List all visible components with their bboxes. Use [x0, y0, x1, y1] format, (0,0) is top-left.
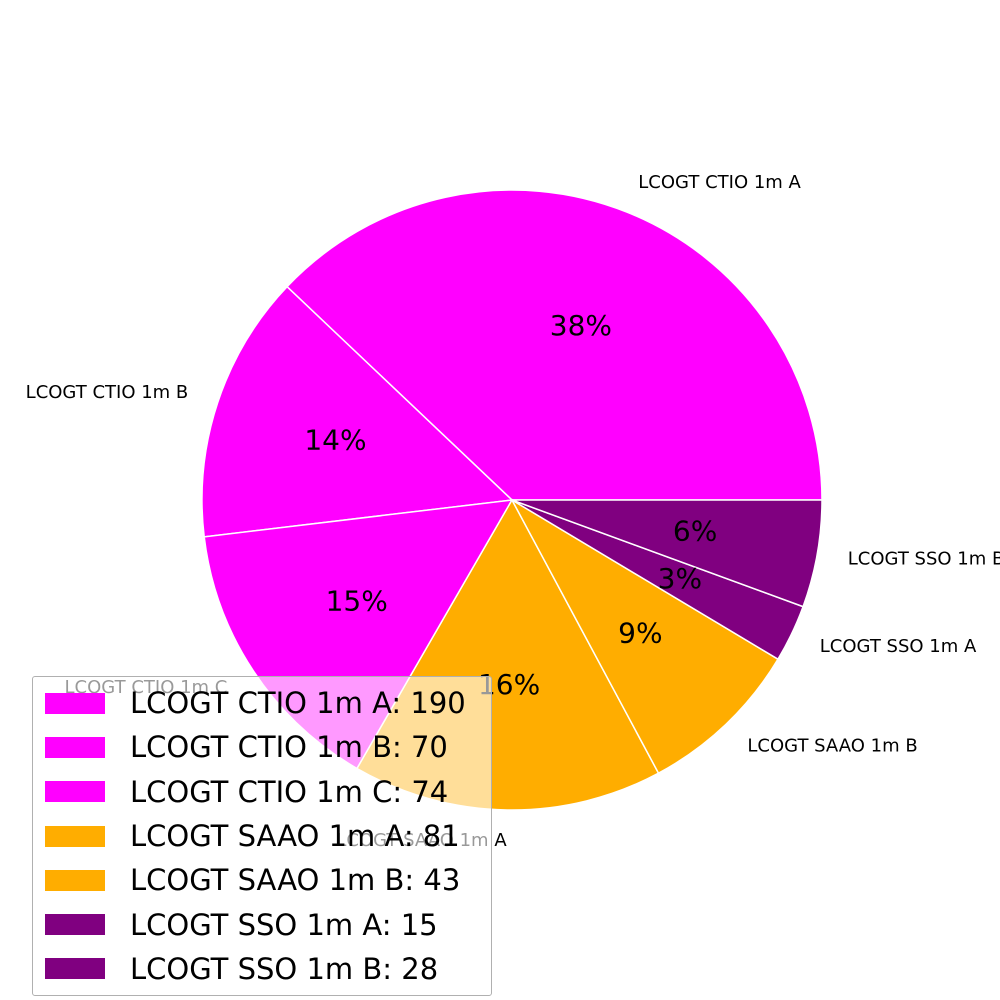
legend-swatch	[45, 958, 105, 980]
legend-label: LCOGT SSO 1m B: 28	[130, 951, 439, 986]
legend-item: LCOGT CTIO 1m C: 74	[45, 770, 491, 814]
legend-swatch	[45, 781, 105, 803]
legend-item: LCOGT SSO 1m B: 28	[45, 947, 491, 991]
legend-swatch	[45, 692, 105, 714]
percent-labels: 38%14%15%16%9%3%6%	[304, 309, 717, 701]
slice-percent-label: 38%	[550, 309, 612, 342]
slice-label: LCOGT CTIO 1m A	[638, 172, 801, 193]
slice-label: LCOGT CTIO 1m B	[26, 382, 189, 403]
legend-label: LCOGT SAAO 1m A: 81	[130, 819, 460, 854]
legend-swatch	[45, 869, 105, 891]
pie-slices	[201, 189, 823, 811]
legend-item: LCOGT SAAO 1m B: 43	[45, 858, 491, 902]
slice-percent-label: 6%	[673, 514, 717, 547]
legend-label: LCOGT SAAO 1m B: 43	[130, 863, 461, 898]
pie-slice	[285, 189, 823, 501]
slice-label: LCOGT SSO 1m A	[820, 636, 977, 657]
legend-swatch	[45, 914, 105, 936]
legend-label: LCOGT CTIO 1m B: 70	[130, 730, 448, 765]
slice-label: LCOGT SSO 1m B	[848, 549, 1000, 570]
pie-slice	[510, 497, 780, 775]
legend: LCOGT CTIO 1m A: 190 LCOGT CTIO 1m B: 70 L…	[32, 676, 492, 996]
pie-slice	[511, 499, 823, 608]
legend-swatch	[45, 736, 105, 758]
pie-slice	[201, 285, 514, 538]
legend-label: LCOGT CTIO 1m A: 190	[130, 686, 466, 721]
slice-percent-label: 3%	[658, 562, 702, 595]
legend-swatch	[45, 825, 105, 847]
legend-label: LCOGT SSO 1m A: 15	[130, 907, 438, 942]
legend-item: LCOGT CTIO 1m B: 70	[45, 725, 491, 769]
slice-percent-label: 9%	[618, 617, 662, 650]
legend-item: LCOGT SSO 1m A: 15	[45, 902, 491, 946]
legend-item: LCOGT SAAO 1m A: 81	[45, 814, 491, 858]
slice-label: LCOGT SAAO 1m B	[747, 736, 917, 757]
legend-item: LCOGT CTIO 1m A: 190	[45, 681, 491, 725]
slice-percent-label: 14%	[304, 424, 366, 457]
legend-label: LCOGT CTIO 1m C: 74	[130, 774, 449, 809]
slice-percent-label: 15%	[326, 584, 388, 617]
